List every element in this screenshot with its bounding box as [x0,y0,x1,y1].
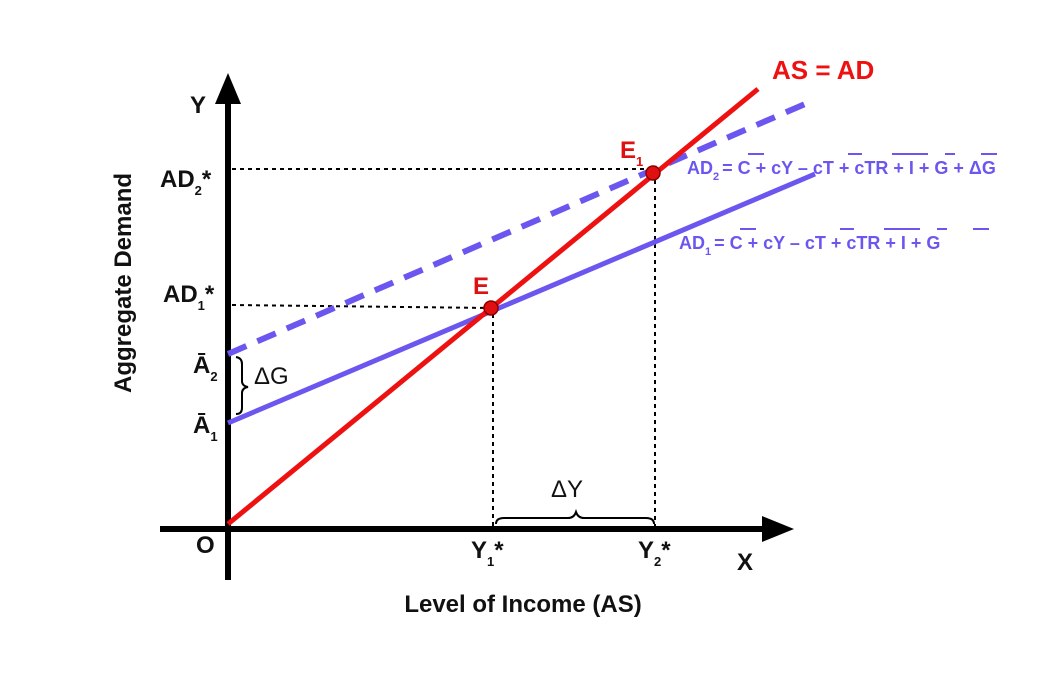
delta-g-label: ΔG [254,363,289,390]
ad1-equation: AD1 = C + cY – cT + cTR + I + G [679,233,940,258]
y-axis-title: Aggregate Demand [110,173,137,393]
point-e-label: E [473,273,489,300]
x-axis-end-label: X [737,549,753,576]
point-e1-label: E1 [620,137,643,169]
tick-ad2: AD2* [160,166,212,198]
tick-a1: Ā1 [193,412,218,444]
ad1-line [227,171,816,426]
as-ad-label: AS = AD [772,55,874,85]
point-e [483,300,499,316]
origin-label: O [196,532,215,559]
guide-ad1 [231,304,493,309]
delta-y-label: ΔY [551,476,583,503]
delta-y-brace [495,508,655,525]
delta-g-brace [235,356,249,415]
ad2-line [226,98,814,357]
ad2-equation: AD2 = C + cY – cT + cTR + I + G + ΔG [687,158,996,183]
x-axis-arrow-icon [762,516,794,542]
tick-y2: Y2* [638,537,671,569]
point-e1 [645,165,661,181]
tick-a2: Ā2 [193,352,218,384]
y-axis-end-label: Y [190,92,206,119]
tick-y1: Y1* [471,537,504,569]
x-axis-title: Level of Income (AS) [404,591,641,618]
y-axis-arrow-icon [215,73,241,104]
tick-ad1: AD1* [163,281,215,313]
